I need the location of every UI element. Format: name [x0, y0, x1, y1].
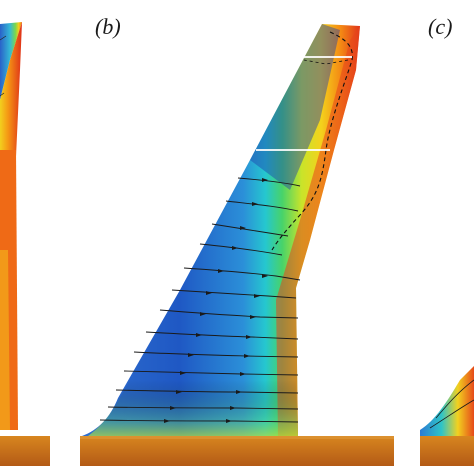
panel-b-arrowheads	[164, 178, 268, 423]
panel-c-base-plate	[420, 436, 474, 466]
panel-c	[420, 366, 474, 466]
panel-b-separation-line	[271, 31, 353, 251]
panel-a	[0, 22, 50, 466]
panel-label-c: (c)	[428, 14, 453, 39]
panel-b-streamlines	[99, 177, 301, 423]
panel-c-surface	[420, 366, 474, 436]
panel-b-base-plate	[80, 436, 394, 466]
panel-label-b: (b)	[95, 14, 121, 39]
panel-b	[80, 24, 394, 466]
panel-a-base-plate	[0, 436, 50, 466]
panel-a-surface	[0, 22, 22, 100]
